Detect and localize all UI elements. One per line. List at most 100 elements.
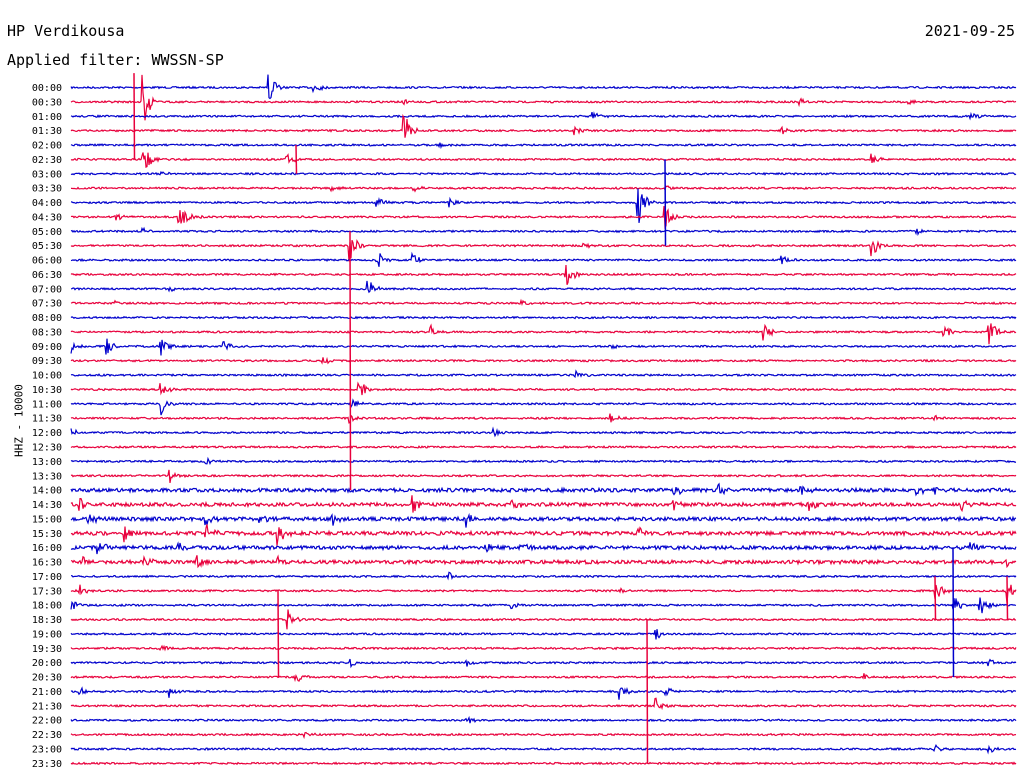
large-event-spike xyxy=(295,145,298,174)
trace-row-0630 xyxy=(70,264,1017,285)
large-event-spike xyxy=(349,231,352,491)
row-time-label: 18:30 xyxy=(32,615,62,626)
trace-row-1700 xyxy=(71,571,1017,581)
trace-row-0100 xyxy=(70,111,1017,121)
row-time-label: 20:00 xyxy=(32,658,62,669)
row-time-label: 03:00 xyxy=(32,169,62,180)
trace-group xyxy=(70,74,1017,766)
row-time-label: 00:00 xyxy=(32,83,62,94)
trace-row-0930 xyxy=(70,356,1017,365)
trace-row-0330 xyxy=(70,185,1017,193)
row-time-label: 08:00 xyxy=(32,313,62,324)
trace-row-0430 xyxy=(70,206,1017,230)
trace-row-1300 xyxy=(70,456,1017,466)
row-time-label: 19:00 xyxy=(32,629,62,640)
trace-row-0530 xyxy=(70,238,1017,262)
row-time-label: 23:00 xyxy=(32,744,62,755)
trace-row-1130 xyxy=(70,413,1017,424)
row-time-label: 15:30 xyxy=(32,529,62,540)
row-time-label: 09:30 xyxy=(32,356,62,367)
trace-row-0900 xyxy=(70,338,1017,356)
trace-row-0600 xyxy=(70,251,1017,267)
row-time-label: 12:30 xyxy=(32,443,62,454)
trace-row-0400 xyxy=(70,188,1017,223)
trace-row-1400 xyxy=(70,482,1017,497)
trace-row-1900 xyxy=(70,629,1017,640)
trace-row-1600 xyxy=(70,541,1017,555)
row-time-label: 21:00 xyxy=(32,687,62,698)
trace-row-1930 xyxy=(70,644,1017,652)
row-time-label: 09:00 xyxy=(32,342,62,353)
trace-row-0130 xyxy=(70,113,1017,138)
trace-row-1000 xyxy=(70,369,1017,379)
large-event-spike xyxy=(952,547,955,678)
trace-row-2030 xyxy=(70,673,1017,683)
row-time-label: 06:30 xyxy=(32,270,62,281)
row-time-label: 23:30 xyxy=(32,759,62,770)
row-time-label: 11:30 xyxy=(32,414,62,425)
trace-row-0800 xyxy=(70,315,1017,320)
trace-row-0200 xyxy=(70,142,1017,150)
trace-row-2130 xyxy=(70,697,1017,711)
row-time-label: 18:00 xyxy=(32,601,62,612)
trace-row-1830 xyxy=(70,609,1017,630)
large-event-spike xyxy=(133,73,136,160)
filter-label: Applied filter: WWSSN-SP xyxy=(7,51,224,69)
large-event-spike xyxy=(1006,576,1009,620)
trace-row-0230 xyxy=(70,152,1017,169)
trace-row-1200 xyxy=(70,426,1017,438)
trace-row-0030 xyxy=(70,74,1017,121)
row-time-label: 15:00 xyxy=(32,514,62,525)
large-event-spike xyxy=(646,619,649,764)
row-time-label: 01:30 xyxy=(32,126,62,137)
row-time-label: 03:30 xyxy=(32,184,62,195)
trace-row-0300 xyxy=(70,170,1017,176)
date-label: 2021-09-25 xyxy=(924,22,1015,40)
row-time-label: 14:30 xyxy=(32,500,62,511)
row-time-label: 16:00 xyxy=(32,543,62,554)
trace-row-1630 xyxy=(70,554,1017,569)
row-time-label: 07:00 xyxy=(32,284,62,295)
row-time-label: 01:00 xyxy=(32,112,62,123)
trace-row-2100 xyxy=(70,686,1017,700)
row-time-label: 13:00 xyxy=(32,457,62,468)
row-time-label: 16:30 xyxy=(32,558,62,569)
large-event-spike xyxy=(277,590,280,678)
row-time-label: 04:30 xyxy=(32,212,62,223)
row-time-label: 05:30 xyxy=(32,241,62,252)
row-time-label: 19:30 xyxy=(32,644,62,655)
trace-row-0500 xyxy=(70,226,1017,236)
station-name: HP Verdikousa xyxy=(7,22,125,40)
trace-row-0730 xyxy=(70,298,1017,306)
trace-row-1730 xyxy=(70,584,1017,605)
trace-row-1030 xyxy=(70,381,1017,396)
trace-row-2200 xyxy=(70,715,1017,724)
row-time-label: 22:30 xyxy=(32,730,62,741)
row-time-label: 21:30 xyxy=(32,701,62,712)
row-time-label: 10:30 xyxy=(32,385,62,396)
row-time-label: 17:30 xyxy=(32,586,62,597)
trace-row-1800 xyxy=(70,597,1017,614)
trace-row-1430 xyxy=(70,495,1017,513)
trace-row-1530 xyxy=(70,524,1017,546)
trace-row-0700 xyxy=(70,280,1017,294)
row-time-label: 22:00 xyxy=(32,716,62,727)
trace-row-2230 xyxy=(70,731,1017,740)
row-time-label: 10:00 xyxy=(32,371,62,382)
row-time-label: 12:00 xyxy=(32,428,62,439)
row-time-label: 07:30 xyxy=(32,299,62,310)
row-time-label: 13:30 xyxy=(32,471,62,482)
row-time-label: 20:30 xyxy=(32,673,62,684)
trace-row-2330 xyxy=(70,761,1017,766)
large-event-spike xyxy=(934,576,937,620)
row-time-label: 17:00 xyxy=(32,572,62,583)
row-time-label: 02:00 xyxy=(32,141,62,152)
row-label-group: 00:00 00:30 01:00 01:30 02:00 02:30 03:00 03:30… xyxy=(32,83,62,770)
row-time-label: 02:30 xyxy=(32,155,62,166)
row-time-label: 06:00 xyxy=(32,256,62,267)
row-time-label: 00:30 xyxy=(32,97,62,108)
trace-row-1330 xyxy=(70,469,1017,484)
trace-row-1500 xyxy=(70,512,1017,528)
row-time-label: 04:00 xyxy=(32,198,62,209)
